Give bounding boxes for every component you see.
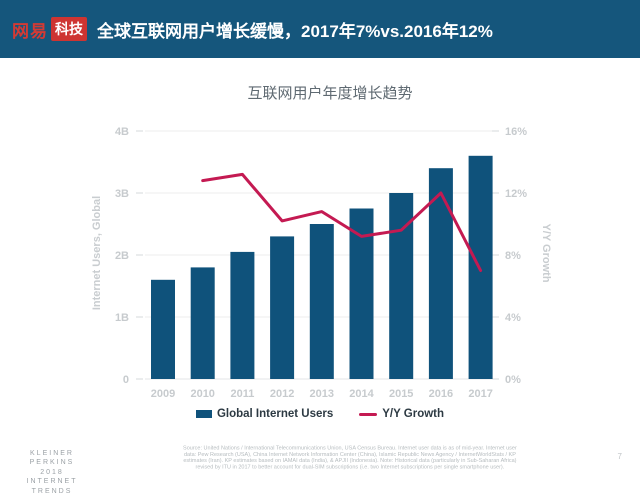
legend-line-label: Y/Y Growth (382, 408, 445, 420)
source-line-1: Source: United Nations / International T… (183, 445, 517, 452)
svg-text:4B: 4B (115, 126, 129, 138)
chart-legend: Global Internet Users Y/Y Growth (0, 408, 640, 420)
svg-text:1B: 1B (115, 312, 129, 324)
netease-tech-logo[interactable]: 网易 科技 (12, 17, 87, 42)
svg-text:16%: 16% (505, 126, 527, 138)
legend-bar-label: Global Internet Users (216, 408, 334, 420)
svg-text:2016: 2016 (429, 388, 453, 400)
right-axis-title: Y/Y Growth (540, 223, 552, 283)
svg-text:0: 0 (123, 374, 129, 386)
legend-item-line: Y/Y Growth (359, 408, 444, 420)
svg-text:2017: 2017 (468, 388, 492, 400)
svg-text:2014: 2014 (349, 388, 374, 400)
legend-item-bar: Global Internet Users (195, 408, 334, 420)
tech-logo-badge: 科技 (51, 17, 87, 41)
svg-text:12%: 12% (505, 188, 527, 200)
netease-logo-text: 网易 (12, 21, 48, 41)
svg-text:2015: 2015 (389, 388, 413, 400)
svg-text:2009: 2009 (151, 388, 175, 400)
left-axis-title: Internet Users, Global (91, 195, 103, 311)
bar-swatch-icon (195, 410, 212, 418)
chart-title: 互联网用户年度增长趋势 (247, 85, 413, 102)
page-number: 7 (617, 452, 622, 461)
svg-text:2B: 2B (115, 250, 129, 262)
brand-line-2: 2018 (40, 468, 64, 476)
svg-text:8%: 8% (505, 250, 521, 262)
svg-text:3B: 3B (115, 188, 129, 200)
source-note: Source: United Nations / International T… (150, 445, 550, 477)
source-line-4: revised by ITU in 2017 to better account… (195, 464, 505, 471)
svg-text:2013: 2013 (310, 388, 334, 400)
kleiner-perkins-brand: KLEINER PERKINS 2018 INTERNET TRENDS (6, 449, 98, 496)
svg-text:4%: 4% (505, 312, 521, 324)
source-line-3: estimates (Iran). KP estimates based on … (183, 457, 517, 464)
svg-text:2012: 2012 (270, 388, 294, 400)
brand-line-3: INTERNET TRENDS (26, 478, 78, 495)
svg-text:2011: 2011 (230, 388, 254, 400)
headline: 全球互联网用户增长缓慢，2017年7%vs.2016年12% (97, 21, 493, 41)
svg-text:0%: 0% (505, 374, 521, 386)
line-swatch-icon (359, 412, 378, 416)
svg-text:2010: 2010 (190, 388, 214, 400)
brand-line-1: KLEINER PERKINS (29, 450, 75, 467)
source-line-2: data: Pew Research (USA), China Internet… (183, 451, 516, 458)
internet-users-growth-chart: 0 0% 1B 4% 2B 8% 3B 12% 4B 16% 2009 2010 2011 2012 201… (115, 126, 527, 400)
header-bar: 网易 科技 全球互联网用户增长缓慢，2017年7%vs.2016年12% (0, 0, 640, 58)
